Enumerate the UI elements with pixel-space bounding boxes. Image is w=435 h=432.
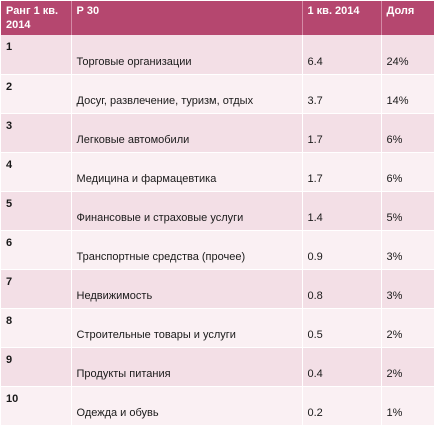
table-row: 3 Легковые автомобили 1.7 6% — [1, 113, 434, 153]
table-row: 5 Финансовые и страховые услуги 1.4 5% — [1, 191, 434, 231]
rank-cell: 4 — [1, 152, 72, 192]
value-cell: 0.5 — [302, 308, 382, 348]
table-row: 2 Досуг, развлечение, туризм, отдых 3.7 14% — [1, 74, 434, 114]
value-cell: 6.4 — [302, 35, 382, 75]
table-row: 9 Продукты питания 0.4 2% — [1, 347, 434, 387]
table-body: 1 Торговые организации 6.4 24% 2 Досуг, развл… — [1, 35, 434, 426]
rank-cell: 10 — [1, 386, 72, 426]
rank-cell: 1 — [1, 35, 72, 75]
header-name: Р 30 — [71, 1, 303, 35]
category-cell: Легковые автомобили — [71, 113, 303, 153]
header-rank: Ранг 1 кв. 2014 — [1, 1, 72, 35]
share-cell: 14% — [381, 74, 434, 114]
category-cell: Одежда и обувь — [71, 386, 303, 426]
value-cell: 3.7 — [302, 74, 382, 114]
value-cell: 1.7 — [302, 152, 382, 192]
value-cell: 1.7 — [302, 113, 382, 153]
value-cell: 0.2 — [302, 386, 382, 426]
share-cell: 3% — [381, 230, 434, 270]
table-row: 10 Одежда и обувь 0.2 1% — [1, 386, 434, 426]
header-row: Ранг 1 кв. 2014 Р 30 1 кв. 2014 Доля — [1, 1, 434, 35]
table-row: 6 Транспортные средства (прочее) 0.9 3% — [1, 230, 434, 270]
category-cell: Продукты питания — [71, 347, 303, 387]
table-row: 8 Строительные товары и услуги 0.5 2% — [1, 308, 434, 348]
rank-cell: 9 — [1, 347, 72, 387]
table-row: 1 Торговые организации 6.4 24% — [1, 35, 434, 75]
share-cell: 2% — [381, 308, 434, 348]
value-cell: 1.4 — [302, 191, 382, 231]
category-cell: Финансовые и страховые услуги — [71, 191, 303, 231]
category-cell: Недвижимость — [71, 269, 303, 309]
share-cell: 6% — [381, 152, 434, 192]
share-cell: 2% — [381, 347, 434, 387]
share-cell: 6% — [381, 113, 434, 153]
rank-cell: 6 — [1, 230, 72, 270]
table-row: 4 Медицина и фармацевтика 1.7 6% — [1, 152, 434, 192]
rank-cell: 8 — [1, 308, 72, 348]
share-cell: 5% — [381, 191, 434, 231]
rank-cell: 5 — [1, 191, 72, 231]
header-share: Доля — [381, 1, 434, 35]
category-cell: Досуг, развлечение, туризм, отдых — [71, 74, 303, 114]
rank-cell: 7 — [1, 269, 72, 309]
value-cell: 0.8 — [302, 269, 382, 309]
rank-cell: 2 — [1, 74, 72, 114]
share-cell: 1% — [381, 386, 434, 426]
table-row: 7 Недвижимость 0.8 3% — [1, 269, 434, 309]
category-cell: Медицина и фармацевтика — [71, 152, 303, 192]
rank-cell: 3 — [1, 113, 72, 153]
category-cell: Транспортные средства (прочее) — [71, 230, 303, 270]
header-value: 1 кв. 2014 — [302, 1, 382, 35]
category-cell: Торговые организации — [71, 35, 303, 75]
share-cell: 3% — [381, 269, 434, 309]
category-cell: Строительные товары и услуги — [71, 308, 303, 348]
ranking-table: Ранг 1 кв. 2014 Р 30 1 кв. 2014 Доля 1 То… — [1, 1, 434, 426]
value-cell: 0.9 — [302, 230, 382, 270]
share-cell: 24% — [381, 35, 434, 75]
value-cell: 0.4 — [302, 347, 382, 387]
